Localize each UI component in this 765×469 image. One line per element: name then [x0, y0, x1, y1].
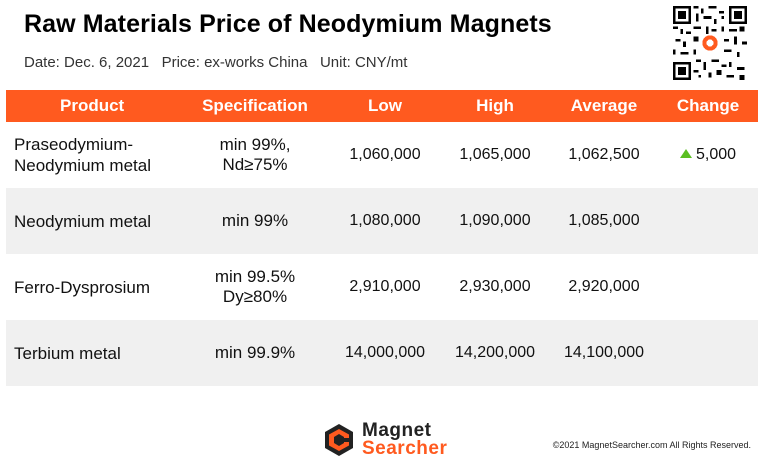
price-table: Product Specification Low High Average C…: [6, 90, 758, 386]
product-cell: Terbium metal: [6, 320, 180, 386]
product-name-line: Praseodymium-: [14, 135, 134, 154]
page-subtitle: Date: Dec. 6, 2021 Price: ex-works China…: [24, 54, 408, 71]
column-header-change: Change: [658, 90, 758, 122]
specification-cell: min 99%: [180, 188, 330, 254]
column-header-low: Low: [330, 90, 440, 122]
low-price-cell: 14,000,000: [330, 320, 440, 386]
specification-cell: min 99.9%: [180, 320, 330, 386]
copyright-notice: ©2021 MagnetSearcher.com All Rights Rese…: [552, 440, 751, 450]
product-name-line: Terbium metal: [14, 343, 121, 363]
product-name-line: Neodymium metal: [14, 156, 151, 175]
specification-line: min 99.9%: [214, 343, 296, 362]
change-cell: 5,000: [658, 122, 758, 188]
specification-line: Dy≥80%: [222, 287, 288, 306]
product-cell: Praseodymium- Neodymium metal: [6, 122, 180, 188]
column-header-product: Product: [6, 90, 180, 122]
low-price-cell: 2,910,000: [330, 254, 440, 320]
average-price-cell: 1,085,000: [550, 188, 658, 254]
low-price-cell: 1,080,000: [330, 188, 440, 254]
product-cell: Ferro-Dysprosium: [6, 254, 180, 320]
specification-line: min 99.5%: [214, 267, 296, 286]
table-row: Terbium metal min 99.9% 14,000,000 14,20…: [6, 320, 758, 386]
column-header-average: Average: [550, 90, 658, 122]
high-price-cell: 2,930,000: [440, 254, 550, 320]
table-row: Neodymium metal min 99% 1,080,000 1,090,…: [6, 188, 758, 254]
average-price-cell: 14,100,000: [550, 320, 658, 386]
low-price-cell: 1,060,000: [330, 122, 440, 188]
specification-line: min 99%: [221, 211, 289, 230]
product-name-line: Ferro-Dysprosium: [14, 277, 151, 297]
column-header-specification: Specification: [180, 90, 330, 122]
specification-cell: min 99.5% Dy≥80%: [180, 254, 330, 320]
table-header-row: Product Specification Low High Average C…: [6, 90, 758, 122]
high-price-cell: 1,065,000: [440, 122, 550, 188]
high-price-cell: 14,200,000: [440, 320, 550, 386]
change-cell: [658, 320, 758, 386]
product-name-line: Neodymium metal: [14, 211, 151, 231]
column-header-high: High: [440, 90, 550, 122]
specification-cell: min 99%, Nd≥75%: [180, 122, 330, 188]
table-row: Ferro-Dysprosium min 99.5% Dy≥80% 2,910,…: [6, 254, 758, 320]
change-cell: [658, 254, 758, 320]
high-price-cell: 1,090,000: [440, 188, 550, 254]
logo-text-magnet: Magnet: [362, 420, 432, 441]
change-cell: [658, 188, 758, 254]
table-row: Praseodymium- Neodymium metal min 99%, N…: [6, 122, 758, 188]
magnet-searcher-logo: Magnet Searcher: [322, 420, 472, 460]
triangle-up-icon: [679, 149, 692, 158]
average-price-cell: 1,062,500: [550, 122, 658, 188]
change-value: 5,000: [695, 146, 737, 163]
specification-line: min 99%,: [219, 135, 291, 154]
logo-text-searcher: Searcher: [362, 438, 448, 459]
product-cell: Neodymium metal: [6, 188, 180, 254]
average-price-cell: 2,920,000: [550, 254, 658, 320]
magnet-logo-icon: [325, 424, 353, 456]
page-title: Raw Materials Price of Neodymium Magnets: [24, 10, 552, 38]
specification-line: Nd≥75%: [222, 155, 288, 174]
qr-code-icon: [673, 6, 747, 80]
